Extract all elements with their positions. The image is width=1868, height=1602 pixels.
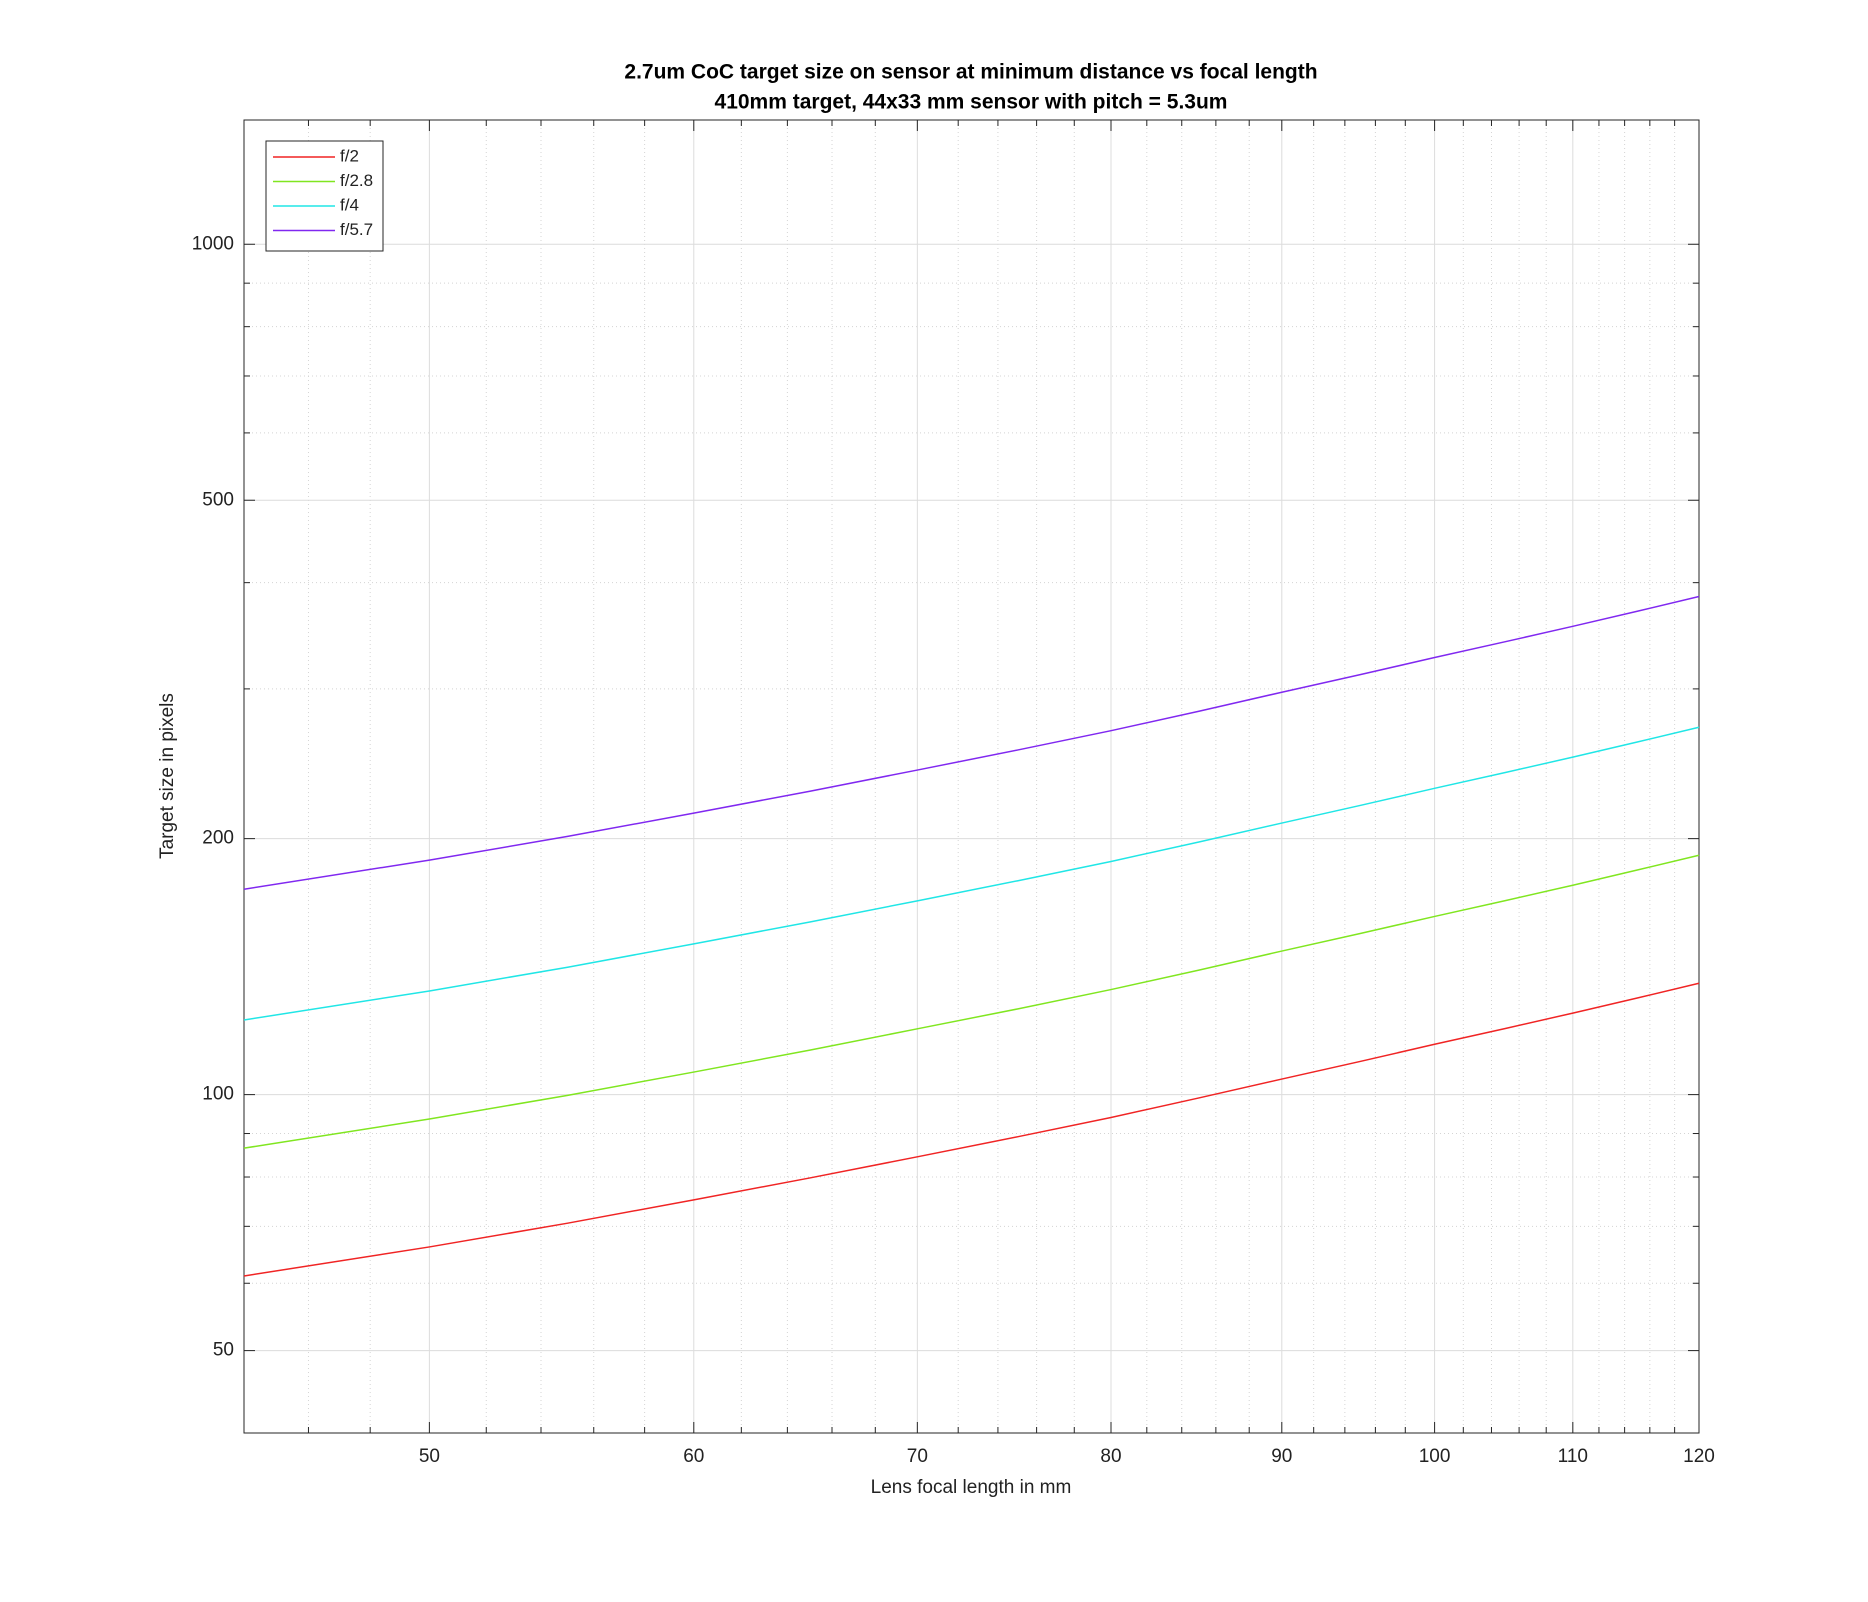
chart-subtitle: 410mm target, 44x33 mm sensor with pitch… — [715, 91, 1228, 114]
x-tick-label: 110 — [1558, 1446, 1588, 1467]
y-tick-label: 200 — [202, 828, 234, 849]
x-tick-label: 120 — [1683, 1446, 1715, 1467]
x-tick-label: 70 — [907, 1446, 928, 1467]
series-line — [243, 982, 1700, 1277]
series-line — [243, 854, 1700, 1149]
x-tick-label: 80 — [1100, 1446, 1121, 1467]
y-tick-label: 500 — [202, 489, 234, 510]
series-line — [243, 726, 1700, 1021]
x-tick-label: 60 — [683, 1446, 704, 1467]
y-axis-label: Target size in pixels — [157, 693, 178, 859]
x-tick-label: 90 — [1271, 1446, 1292, 1467]
legend-label: f/5.7 — [340, 220, 373, 239]
series-line — [243, 595, 1700, 890]
legend-label: f/2 — [340, 146, 359, 165]
y-tick-label: 50 — [213, 1340, 234, 1361]
x-tick-label: 100 — [1419, 1446, 1451, 1467]
plot-frame — [243, 119, 1700, 1434]
legend-label: f/4 — [340, 195, 359, 214]
legend-label: f/2.8 — [340, 171, 373, 190]
x-tick-label: 50 — [419, 1446, 440, 1467]
chart-title: 2.7um CoC target size on sensor at minim… — [624, 61, 1317, 84]
y-tick-label: 100 — [202, 1084, 234, 1105]
legend-box — [265, 140, 384, 252]
x-axis-label: Lens focal length in mm — [871, 1477, 1072, 1498]
y-tick-label: 1000 — [192, 233, 234, 254]
